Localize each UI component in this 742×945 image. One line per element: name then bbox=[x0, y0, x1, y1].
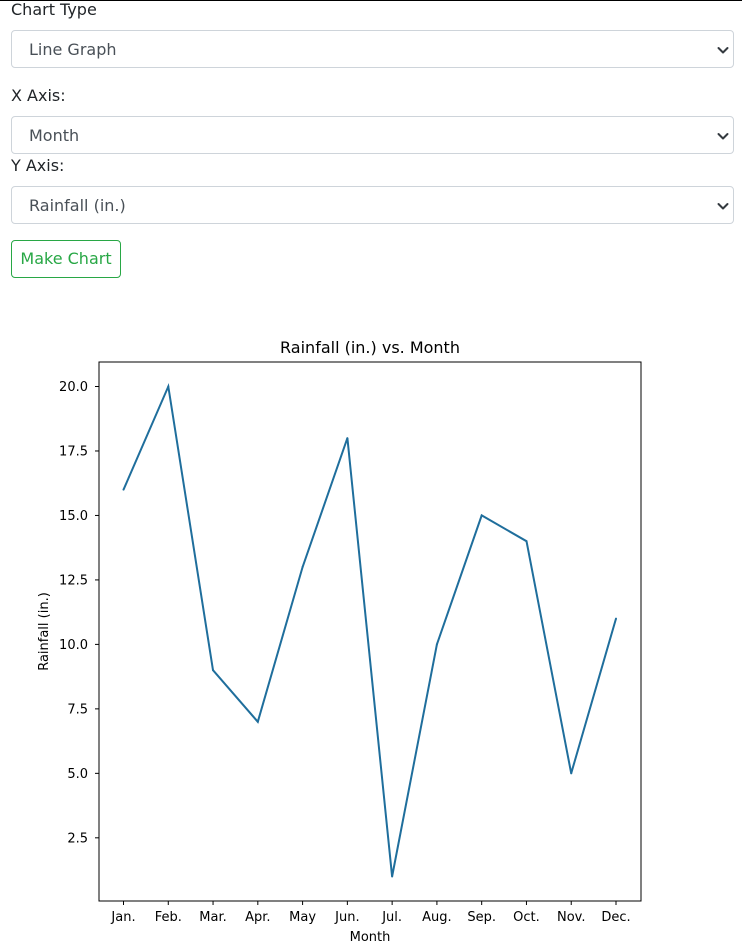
x-tick-label: Mar. bbox=[199, 910, 226, 925]
chevron-down-icon bbox=[717, 203, 729, 210]
y-tick-label: 7.5 bbox=[67, 702, 88, 717]
y-tick-label: 12.5 bbox=[59, 573, 88, 588]
x-tick-label: Sep. bbox=[467, 910, 496, 925]
x-tick-label: Jul. bbox=[381, 910, 402, 925]
chart-title: Rainfall (in.) vs. Month bbox=[280, 338, 460, 357]
x-tick-label: Apr. bbox=[245, 910, 270, 925]
y-tick-label: 10.0 bbox=[59, 638, 88, 653]
x-tick-label: Jun. bbox=[334, 910, 359, 925]
x-tick-label: Feb. bbox=[155, 910, 182, 925]
data-point bbox=[435, 643, 438, 646]
x-tick-label: Oct. bbox=[513, 910, 540, 925]
make-chart-button[interactable]: Make Chart bbox=[11, 240, 121, 278]
chart-type-label: Chart Type bbox=[11, 0, 97, 19]
data-point bbox=[212, 669, 215, 672]
x-axis-title: Month bbox=[350, 930, 391, 945]
x-axis-value: Month bbox=[29, 126, 80, 145]
chevron-down-icon bbox=[717, 47, 729, 54]
y-tick-label: 5.0 bbox=[67, 767, 88, 782]
data-point bbox=[122, 488, 125, 491]
data-point bbox=[525, 540, 528, 543]
data-point bbox=[570, 772, 573, 775]
x-tick-label: Nov. bbox=[557, 910, 586, 925]
rainfall-series-line bbox=[122, 382, 617, 877]
data-point bbox=[615, 617, 617, 620]
x-axis-select[interactable]: Month bbox=[11, 116, 734, 154]
top-border-line bbox=[0, 0, 742, 1]
y-axis-title: Rainfall (in.) bbox=[37, 592, 52, 671]
data-point bbox=[391, 875, 394, 878]
y-axis-select[interactable]: Rainfall (in.) bbox=[11, 186, 734, 224]
data-point bbox=[167, 385, 170, 388]
x-tick-label: Jan. bbox=[110, 910, 135, 925]
rainfall-line-chart: Rainfall (in.) vs. Month Jan. Feb. Mar. Apr.… bbox=[37, 338, 642, 945]
x-tick-label: Dec. bbox=[601, 910, 630, 925]
y-tick-label: 20.0 bbox=[59, 380, 88, 395]
data-point bbox=[346, 437, 349, 440]
chart-type-value: Line Graph bbox=[29, 40, 117, 59]
y-tick-label: 2.5 bbox=[67, 831, 88, 846]
x-axis-label: X Axis: bbox=[11, 86, 66, 105]
y-axis-value: Rainfall (in.) bbox=[29, 196, 126, 215]
y-tick-label: 15.0 bbox=[59, 509, 88, 524]
data-point bbox=[256, 720, 259, 723]
chart-type-select[interactable]: Line Graph bbox=[11, 30, 734, 68]
plot-frame bbox=[98, 361, 642, 902]
x-tick-label: May bbox=[289, 910, 316, 925]
data-point bbox=[480, 514, 483, 517]
chevron-down-icon bbox=[717, 133, 729, 140]
x-tick-label: Aug. bbox=[422, 910, 452, 925]
y-tick-label: 17.5 bbox=[59, 444, 88, 459]
y-axis-label: Y Axis: bbox=[11, 156, 65, 175]
data-point bbox=[301, 566, 304, 569]
